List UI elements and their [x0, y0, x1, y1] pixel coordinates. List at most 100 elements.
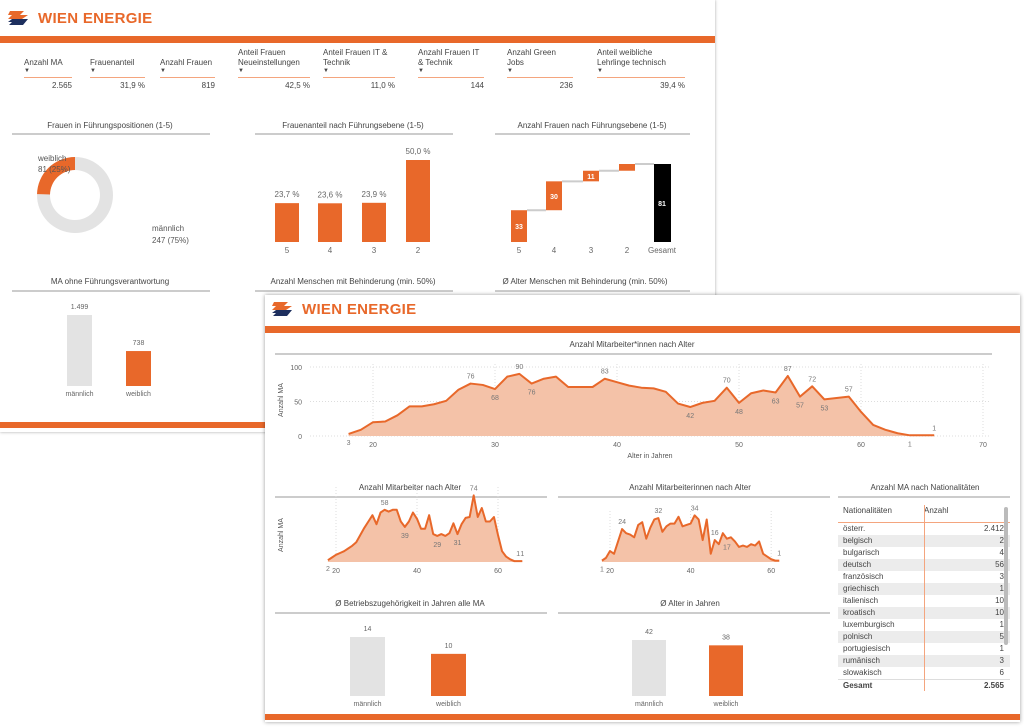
- data-label: 1: [520, 551, 524, 558]
- table-row[interactable]: bulgarisch 4: [838, 547, 1010, 559]
- table-row[interactable]: französisch 3: [838, 571, 1010, 583]
- category-label: männlich: [635, 701, 663, 708]
- area-fill: [348, 373, 935, 436]
- donut-value: 81 (25%): [38, 165, 71, 174]
- area-line: [348, 372, 935, 437]
- x-tick-label: 40: [687, 568, 695, 575]
- data-label: 38: [722, 634, 730, 641]
- data-label: 42: [645, 629, 653, 636]
- bar-weiblich: [709, 645, 743, 696]
- data-label: 1: [908, 441, 912, 448]
- waterfall-bar: [546, 181, 562, 211]
- category-label: weiblich: [125, 391, 151, 398]
- count-cell: 56: [995, 560, 1004, 569]
- bar-männlich: [350, 637, 385, 696]
- data-label: 2: [326, 566, 330, 573]
- total-value: 2.565: [983, 681, 1004, 690]
- behinderung-title: Anzahl Menschen mit Behinderung (min. 50…: [270, 277, 436, 286]
- table-scrollbar[interactable]: [1004, 507, 1008, 645]
- nationality-title: Anzahl MA nach Nationalitäten: [870, 483, 980, 492]
- sort-arrow-icon[interactable]: ▼: [507, 68, 513, 74]
- sort-arrow-icon[interactable]: ▼: [24, 68, 30, 74]
- category-label: 4: [552, 246, 557, 255]
- count-cell: 6: [999, 668, 1004, 677]
- category-label: 5: [517, 246, 522, 255]
- count-cell: 4: [999, 548, 1004, 557]
- kpi-value: 39,4 %: [660, 81, 685, 90]
- category-label: 3: [589, 246, 594, 255]
- sort-arrow-icon[interactable]: ▼: [323, 68, 329, 74]
- nationality-cell: slowakisch: [843, 668, 882, 677]
- sort-arrow-icon[interactable]: ▼: [238, 68, 244, 74]
- nationality-table: Nationalitäten Anzahl österr. 2.412 belgis…: [838, 505, 1010, 691]
- data-label: 48: [735, 409, 743, 416]
- table-row[interactable]: luxemburgisch 1: [838, 619, 1010, 631]
- data-label: 14: [364, 626, 372, 633]
- data-label: 53: [821, 405, 829, 412]
- data-label: 23,9 %: [362, 190, 387, 199]
- nationality-cell: österr.: [843, 524, 866, 533]
- data-label: 83: [601, 369, 609, 376]
- logo-text: WIEN ENERGIE: [302, 300, 417, 318]
- kpi-value: 236: [559, 81, 573, 90]
- donut-title: Frauen in Führungspositionen (1-5): [47, 121, 173, 130]
- kpi-value: 144: [470, 81, 484, 90]
- header-accent-bar: [0, 36, 715, 43]
- category-label: 4: [328, 246, 333, 255]
- kpi-card: Anzahl Green Jobs ▼ 236: [507, 45, 573, 90]
- sort-arrow-icon[interactable]: ▼: [597, 68, 603, 74]
- sort-arrow-icon[interactable]: ▼: [90, 68, 96, 74]
- kpi-value: 11,0 %: [370, 81, 395, 90]
- data-label: 33: [515, 224, 523, 231]
- nationality-cell: französisch: [843, 572, 884, 581]
- tenure-title: Ø Betriebszugehörigkeit in Jahren alle M…: [335, 599, 485, 608]
- table-row[interactable]: italienisch 10: [838, 595, 1010, 607]
- nationality-cell: rumänisch: [843, 656, 880, 665]
- data-label: 76: [467, 374, 475, 381]
- table-row[interactable]: portugiesisch 1: [838, 643, 1010, 655]
- header-accent-bar: [265, 326, 1020, 333]
- data-label: 81: [658, 201, 666, 208]
- nationality-cell: belgisch: [843, 536, 873, 545]
- count-cell: 3: [999, 572, 1004, 581]
- sort-arrow-icon[interactable]: ▼: [418, 68, 424, 74]
- donut-value: 247 (75%): [152, 236, 189, 245]
- count-cell: 1: [999, 584, 1004, 593]
- category-label: weiblich: [435, 701, 461, 708]
- table-row[interactable]: österr. 2.412: [838, 523, 1010, 535]
- area-fill: [601, 515, 780, 562]
- kpi-value: 819: [201, 81, 215, 90]
- sort-arrow-icon[interactable]: ▼: [160, 68, 166, 74]
- col-header-nationality[interactable]: Nationalitäten: [843, 506, 892, 515]
- category-label: 5: [285, 246, 290, 255]
- area-line: [601, 514, 780, 562]
- kpi-label: Frauenanteil ▼: [90, 58, 145, 74]
- waterfall-bar: [583, 170, 599, 182]
- kpi-card: Frauenanteil ▼ 31,9 %: [90, 45, 145, 90]
- data-label: 57: [796, 403, 804, 410]
- table-row[interactable]: slowakisch 6: [838, 667, 1010, 679]
- x-tick-label: 70: [979, 442, 987, 449]
- x-tick-label: 20: [369, 442, 377, 449]
- kpi-card: Anzahl Frauen IT & Technik ▼ 144: [418, 45, 484, 90]
- category-label: 2: [416, 246, 421, 255]
- donut-slice-weiblich: [37, 157, 75, 195]
- kpi-value: 2.565: [51, 81, 72, 90]
- bar-weiblich: [431, 653, 466, 696]
- data-label: 29: [433, 542, 441, 549]
- col-header-count[interactable]: Anzahl: [924, 506, 949, 515]
- kpi-label: Anzahl Frauen IT & Technik ▼: [418, 48, 484, 74]
- category-label: männlich: [65, 391, 93, 398]
- x-tick-label: 60: [857, 442, 865, 449]
- logo-icon: [272, 302, 292, 316]
- data-label: 30: [550, 194, 558, 201]
- y-tick-label: 50: [294, 400, 302, 407]
- report-page-front: WIEN ENERGIE Anzahl Mitarbeiter*innen na…: [265, 295, 1020, 722]
- data-label: 17: [723, 545, 731, 552]
- footer-accent-bar: [265, 714, 1020, 720]
- x-tick-label: 40: [413, 568, 421, 575]
- back-charts: weiblich 81 (25%) männlich 247 (75%) 23,7 % 5…: [37, 147, 677, 398]
- data-label: 76: [528, 390, 536, 397]
- data-label: 1: [932, 425, 936, 432]
- share-title: Frauenanteil nach Führungsebene (1-5): [282, 121, 424, 130]
